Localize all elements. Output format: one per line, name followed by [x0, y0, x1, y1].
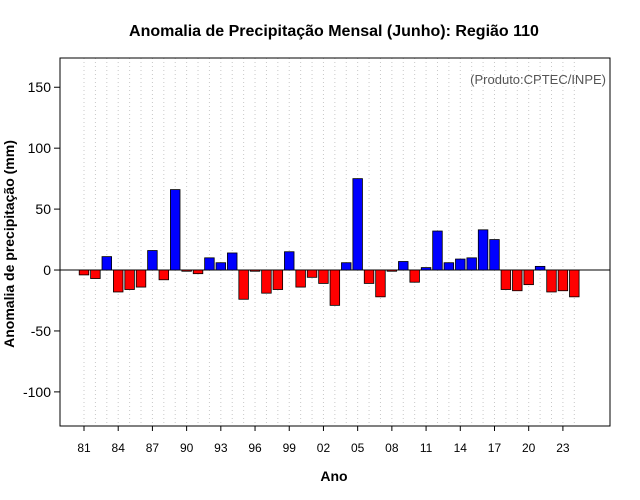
x-tick-label: 90: [180, 441, 194, 455]
bar-1990: [181, 269, 192, 272]
bar-2023: [557, 269, 569, 292]
bar-2003: [329, 269, 341, 306]
bar-1988: [158, 269, 170, 281]
x-tick-label: 08: [385, 441, 399, 455]
x-tick-label: 96: [248, 441, 262, 455]
bar-2020: [523, 269, 534, 286]
bar-1997: [261, 269, 272, 294]
bar-2012: [432, 230, 443, 271]
x-tick-label: 99: [283, 441, 297, 455]
bar-2001: [306, 269, 318, 278]
bar-2002: [318, 269, 329, 284]
bar-1982: [90, 269, 101, 279]
bar-2013: [443, 262, 455, 271]
grid-lines: [83, 58, 575, 426]
x-axis-label: Ano: [320, 468, 347, 484]
bar-1991: [192, 269, 204, 275]
bar-2006: [363, 269, 375, 284]
x-tick-label: 20: [522, 441, 536, 455]
bar-1993: [215, 262, 227, 271]
bar-1987: [147, 250, 158, 271]
bar-1999: [284, 251, 295, 271]
x-tick-label: 81: [77, 441, 91, 455]
y-tick-label: 50: [35, 201, 51, 217]
bar-2000: [295, 269, 306, 288]
x-tick-label: 87: [146, 441, 160, 455]
bar-1998: [272, 269, 284, 290]
bar-2017: [489, 239, 500, 271]
bars-group: [78, 178, 580, 306]
bar-1992: [204, 257, 215, 271]
bar-2019: [512, 269, 523, 292]
bar-1986: [135, 269, 147, 288]
bar-1994: [227, 252, 238, 271]
bar-1995: [238, 269, 249, 300]
bar-2007: [375, 269, 386, 298]
bar-1989: [170, 189, 181, 271]
x-tick-label: 17: [488, 441, 502, 455]
bar-2004: [341, 262, 352, 271]
bar-1981: [78, 269, 90, 276]
bar-2024: [569, 269, 580, 298]
y-tick-label: 100: [28, 140, 52, 156]
bar-2016: [477, 229, 489, 271]
y-tick-label: 0: [43, 262, 51, 278]
x-tick-label: 14: [454, 441, 468, 455]
y-tick-label: 150: [28, 79, 52, 95]
x-tick-label: 05: [351, 441, 365, 455]
credit-label: (Produto:CPTEC/INPE): [470, 72, 606, 87]
x-axis-ticks: 81 84 87 90 93 96 99 02 05 08 11 14 17 20 23: [77, 426, 570, 455]
bar-2015: [466, 257, 477, 271]
x-tick-label: 02: [317, 441, 331, 455]
bar-1984: [113, 269, 124, 293]
bar-2021: [534, 265, 546, 271]
y-axis-ticks: -100 -50 0 50 100 150: [23, 79, 60, 400]
bar-2014: [455, 258, 466, 271]
y-tick-label: -50: [31, 323, 51, 339]
bar-2008: [386, 269, 398, 272]
bar-2022: [546, 269, 557, 293]
bar-2011: [420, 267, 432, 271]
x-tick-label: 23: [556, 441, 570, 455]
bar-2009: [398, 261, 409, 271]
bar-1996: [249, 269, 261, 272]
bar-2005: [352, 178, 363, 271]
y-axis-label: Anomalia de precipitação (mm): [1, 140, 17, 348]
bar-1983: [101, 256, 112, 271]
x-tick-label: 84: [112, 441, 126, 455]
plot-frame: [59, 57, 611, 427]
chart-title: Anomalia de Precipitação Mensal (Junho):…: [129, 23, 539, 40]
x-tick-label: 93: [214, 441, 228, 455]
bar-2018: [500, 269, 512, 290]
bar-1985: [124, 269, 135, 290]
x-tick-label: 11: [420, 441, 433, 455]
bar-2010: [409, 269, 420, 283]
y-tick-label: -100: [23, 384, 51, 400]
